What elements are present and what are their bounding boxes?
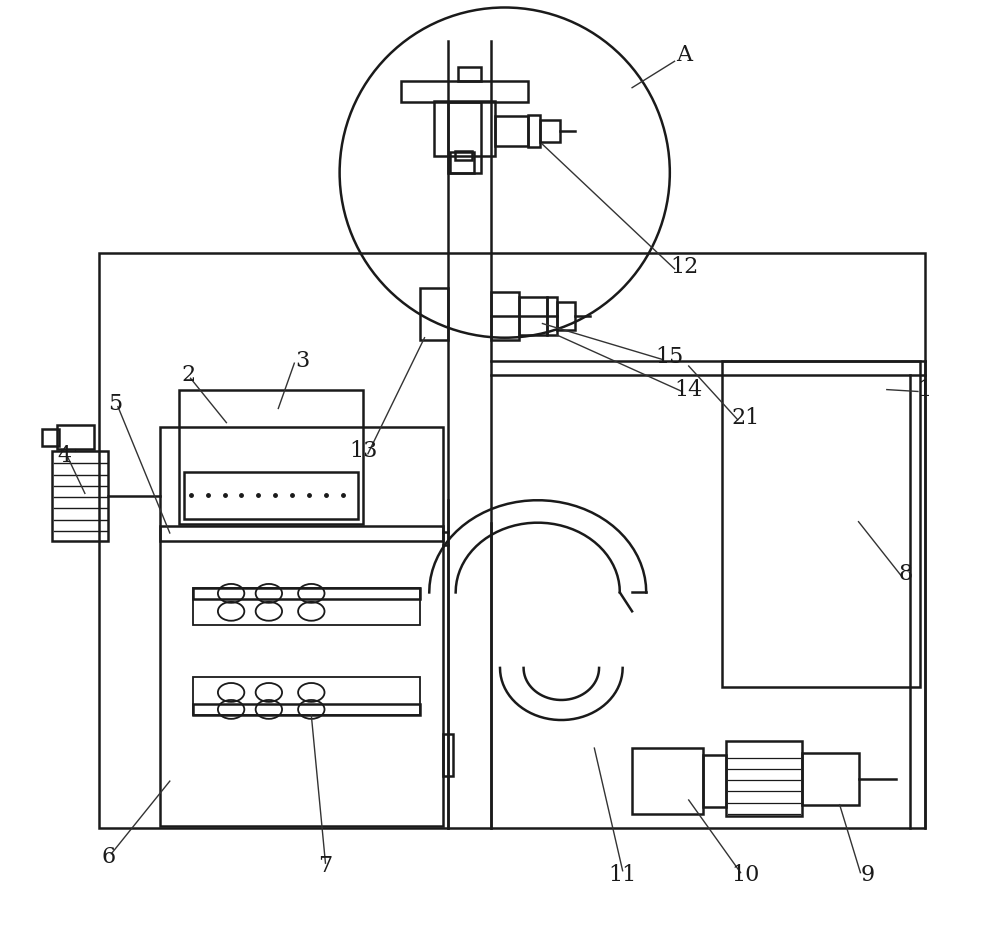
Bar [458, 67, 481, 81]
Bar [193, 587, 420, 625]
Text: 21: 21 [731, 407, 759, 429]
Bar [434, 101, 495, 156]
Bar [401, 81, 528, 102]
Text: 14: 14 [675, 379, 703, 400]
Bar [540, 120, 560, 142]
Bar [519, 297, 547, 335]
Bar [448, 102, 481, 173]
Text: 9: 9 [861, 865, 875, 886]
Text: 4: 4 [57, 445, 71, 467]
Bar [547, 297, 557, 335]
Text: 5: 5 [108, 393, 122, 415]
Bar [703, 754, 726, 807]
Bar [57, 425, 94, 449]
Text: 3: 3 [295, 350, 309, 372]
Bar [557, 302, 575, 330]
Text: 7: 7 [318, 855, 333, 877]
Bar [528, 115, 540, 147]
Bar [726, 740, 802, 816]
Text: 10: 10 [731, 865, 759, 886]
Bar [193, 587, 420, 599]
Bar [450, 152, 474, 173]
Bar [802, 753, 859, 805]
Bar [184, 472, 358, 519]
Text: 15: 15 [656, 345, 684, 367]
Bar [160, 527, 443, 541]
Bar [193, 704, 420, 716]
Bar [99, 252, 925, 828]
Bar [495, 116, 528, 146]
Bar [632, 748, 703, 814]
Bar [491, 292, 519, 340]
Text: 12: 12 [670, 256, 698, 278]
Bar [722, 362, 920, 687]
Bar [420, 288, 448, 340]
Text: 1: 1 [917, 379, 932, 400]
Text: 6: 6 [101, 846, 116, 867]
Bar [193, 678, 420, 716]
Bar [42, 429, 59, 446]
Text: 8: 8 [899, 563, 913, 585]
Bar [443, 734, 453, 776]
Bar [52, 451, 108, 541]
Text: 13: 13 [349, 440, 377, 462]
Bar [455, 151, 472, 160]
Text: 11: 11 [609, 865, 637, 886]
Bar [160, 427, 443, 827]
Bar [179, 390, 363, 524]
Text: 2: 2 [182, 364, 196, 386]
Text: A: A [676, 44, 692, 65]
